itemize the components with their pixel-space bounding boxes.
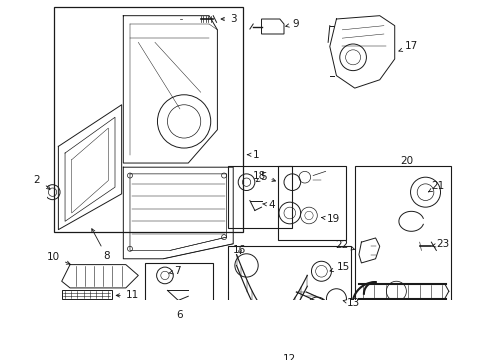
Text: 15: 15 [329, 262, 349, 272]
Text: 11: 11 [116, 291, 139, 300]
Text: 16: 16 [233, 246, 246, 256]
Text: 10: 10 [47, 252, 70, 264]
Text: 2: 2 [33, 175, 40, 185]
Text: 19: 19 [321, 214, 340, 224]
Bar [354, 166, 449, 326]
Bar [54, 7, 243, 232]
Text: 23: 23 [431, 239, 448, 249]
Text: 4: 4 [262, 200, 274, 210]
Bar [144, 263, 213, 313]
Text: 14: 14 [0, 359, 1, 360]
Text: 12: 12 [282, 354, 295, 360]
Text: 13: 13 [343, 298, 359, 308]
Text: 6: 6 [175, 310, 182, 320]
Text: 9: 9 [285, 19, 298, 29]
Text: 8: 8 [92, 229, 110, 261]
Bar [228, 246, 350, 355]
Text: 5: 5 [256, 172, 266, 182]
Bar [278, 166, 346, 240]
Text: 17: 17 [398, 41, 417, 51]
Bar [228, 166, 292, 228]
Text: 1: 1 [247, 150, 259, 160]
Text: 7: 7 [168, 266, 181, 276]
Text: 20: 20 [399, 156, 412, 166]
Text: 18: 18 [253, 171, 275, 181]
Text: 22: 22 [334, 240, 354, 251]
Bar [61, 291, 111, 299]
Text: 3: 3 [221, 14, 236, 24]
Text: 21: 21 [427, 181, 444, 192]
